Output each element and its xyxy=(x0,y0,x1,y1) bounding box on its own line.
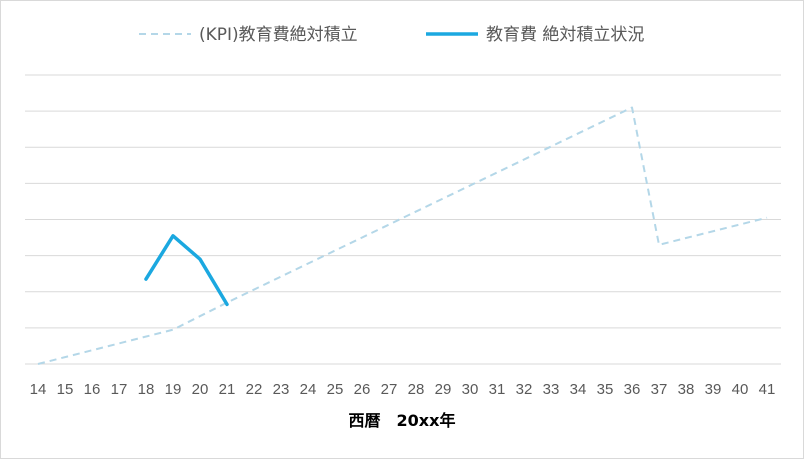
x-tick-label: 32 xyxy=(516,381,533,398)
series-line-1 xyxy=(144,234,229,307)
x-tick-label: 33 xyxy=(543,381,560,398)
x-tick-label: 19 xyxy=(165,381,182,398)
x-tick-label: 23 xyxy=(273,381,290,398)
x-tick-label: 36 xyxy=(624,381,641,398)
x-tick-label: 18 xyxy=(138,381,155,398)
x-tick-label: 20 xyxy=(192,381,209,398)
series-group xyxy=(37,106,768,365)
x-tick-label: 38 xyxy=(678,381,695,398)
gridlines xyxy=(25,74,781,365)
x-tick-label: 34 xyxy=(570,381,587,398)
x-tick-label: 41 xyxy=(759,381,776,398)
x-tick-labels: 14 15 16 17 18 19 20 21 22 23 24 25 26 27 28 29 30 31 32 33… xyxy=(30,381,776,398)
x-tick-label: 37 xyxy=(651,381,668,398)
x-tick-label: 39 xyxy=(705,381,722,398)
legend: (KPI)教育費絶対積立 教育費 絶対積立状況 xyxy=(139,25,644,45)
x-tick-label: 21 xyxy=(219,381,236,398)
x-tick-label: 27 xyxy=(381,381,398,398)
x-tick-label: 31 xyxy=(489,381,506,398)
legend-label-actual: 教育費 絶対積立状況 xyxy=(486,25,644,45)
x-tick-label: 16 xyxy=(84,381,101,398)
x-tick-label: 22 xyxy=(246,381,263,398)
x-tick-label: 25 xyxy=(327,381,344,398)
x-axis-title: 西暦 20xx年 xyxy=(349,411,456,430)
x-tick-label: 28 xyxy=(408,381,425,398)
x-tick-label: 30 xyxy=(462,381,479,398)
x-tick-label: 17 xyxy=(111,381,128,398)
x-tick-label: 24 xyxy=(300,381,317,398)
x-tick-label: 40 xyxy=(732,381,749,398)
x-tick-label: 14 xyxy=(30,381,47,398)
x-tick-label: 15 xyxy=(57,381,74,398)
series-line-0 xyxy=(37,106,768,365)
x-tick-label: 35 xyxy=(597,381,614,398)
x-tick-label: 26 xyxy=(354,381,371,398)
legend-label-kpi: (KPI)教育費絶対積立 xyxy=(199,25,358,45)
x-tick-label: 29 xyxy=(435,381,452,398)
